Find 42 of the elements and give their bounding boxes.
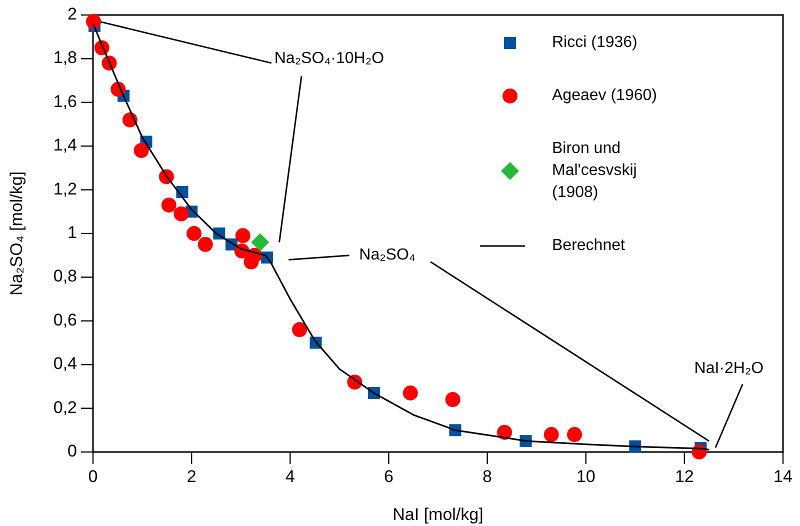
point xyxy=(186,226,202,241)
y-tick-label: 0,6 xyxy=(53,310,77,330)
y-tick-label: 0,8 xyxy=(53,266,77,286)
x-tick-label: 10 xyxy=(576,467,596,486)
x-tick-label: 2 xyxy=(186,467,196,486)
y-tick-label: 0,2 xyxy=(53,398,77,417)
legend-label: Biron und Mal'cesvskij (1908) xyxy=(552,140,637,202)
x-tick-label: 4 xyxy=(285,467,295,486)
y-tick-label: 1,6 xyxy=(53,92,77,111)
point xyxy=(86,14,101,30)
y-tick-label: 1,8 xyxy=(53,48,77,68)
point xyxy=(161,198,176,213)
annotation: NaI·2H₂O xyxy=(694,360,764,378)
x-tick-label: 12 xyxy=(674,467,694,486)
x-axis-title: NaI [mol/kg] xyxy=(392,505,484,524)
point xyxy=(251,233,270,252)
point xyxy=(198,236,213,252)
x-tick-label: 0 xyxy=(88,467,98,486)
y-tick-label: 1,2 xyxy=(53,179,77,198)
annotation: Na₂SO₄ xyxy=(359,246,416,264)
point xyxy=(544,427,559,442)
annotation: Na₂SO₄·10H₂O xyxy=(274,50,384,67)
point xyxy=(402,386,418,401)
y-tick-label: 0 xyxy=(68,441,77,460)
point xyxy=(134,142,149,158)
y-tick-label: 2 xyxy=(68,4,77,24)
y-tick-label: 0,4 xyxy=(53,354,77,374)
legend-label: Ageaev (1960) xyxy=(552,87,657,104)
y-axis-title: Na₂SO₄ [mol/kg] xyxy=(7,171,26,296)
x-tick-label: 14 xyxy=(774,467,792,486)
legend-label: Ricci (1936) xyxy=(552,34,638,52)
legend-label: Berechnet xyxy=(552,237,626,254)
point xyxy=(235,228,250,244)
point xyxy=(445,392,460,408)
y-tick-label: 1 xyxy=(68,222,77,242)
point xyxy=(292,322,308,338)
x-tick-label: 8 xyxy=(482,467,492,486)
point xyxy=(497,424,512,440)
y-tick-label: 1,4 xyxy=(53,136,77,155)
point xyxy=(567,427,582,442)
point xyxy=(174,206,189,222)
x-tick-label: 6 xyxy=(384,467,394,486)
